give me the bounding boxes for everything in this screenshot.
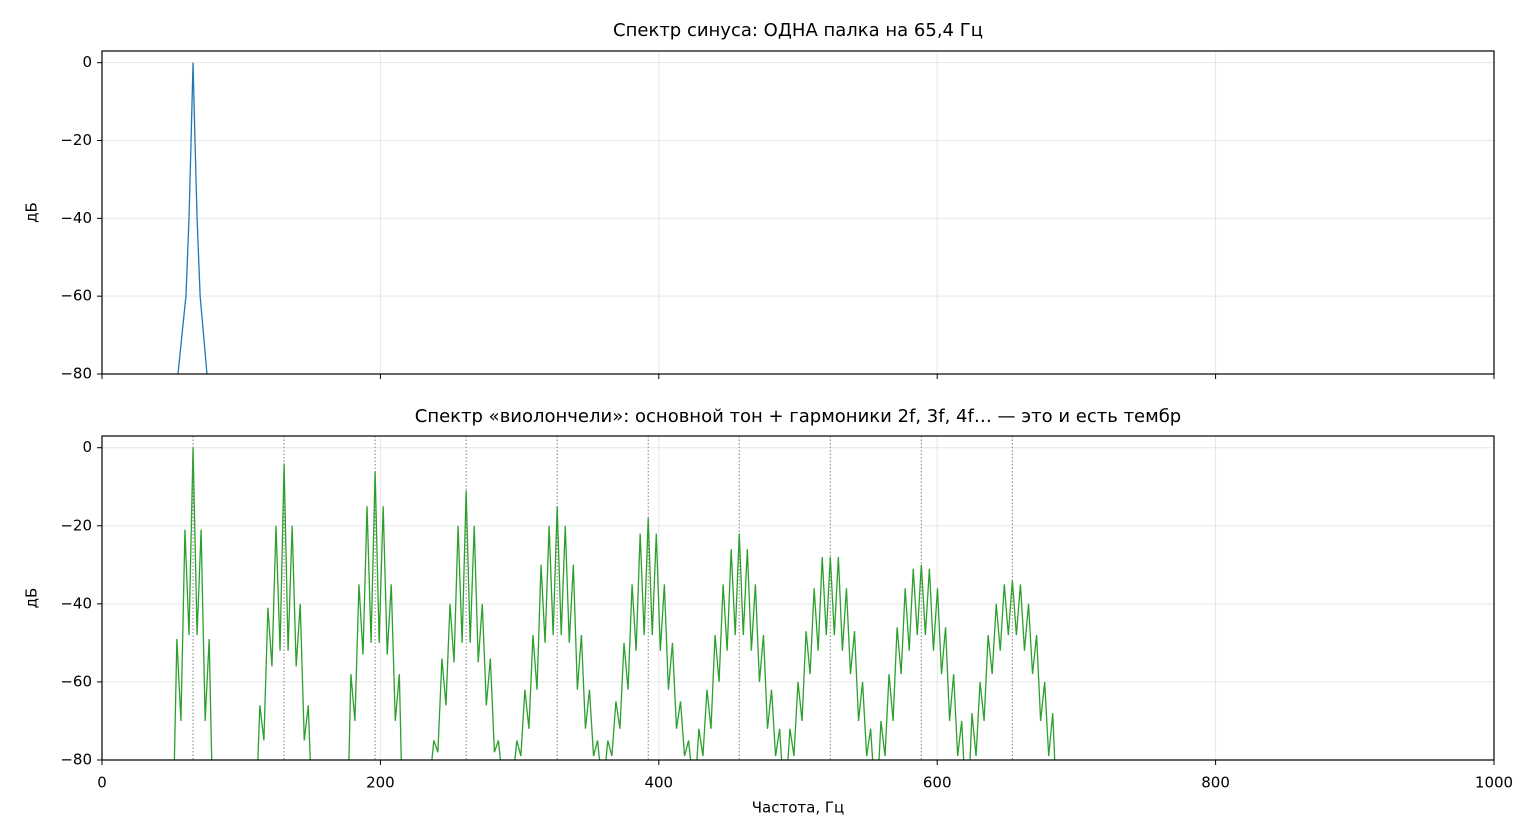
axes-frame [101,50,1495,375]
line-series [177,62,208,374]
y-tick-label: −60 [60,287,92,305]
x-tick-label: 0 [97,774,107,792]
line-series [173,447,1056,760]
y-tick-label: −80 [60,365,92,383]
chart-title: Спектр «виолончели»: основной тон + гарм… [415,406,1181,427]
axes: Спектр «виолончели»: основной тон + гарм… [23,406,1514,817]
x-tick-label: 1000 [1475,774,1513,792]
y-tick-label: −80 [60,751,92,769]
y-axis-label: дБ [23,202,41,223]
y-tick-label: −20 [60,516,92,534]
chart-title: Спектр синуса: ОДНА палка на 65,4 Гц [613,20,983,41]
x-tick-label: 200 [366,774,395,792]
y-tick-label: 0 [82,53,92,71]
y-axis-label: дБ [23,588,41,609]
y-tick-label: −40 [60,209,92,227]
x-tick-label: 600 [923,774,952,792]
y-tick-label: −20 [60,131,92,149]
x-tick-label: 400 [644,774,673,792]
y-tick-label: −40 [60,594,92,612]
y-tick-label: 0 [82,438,92,456]
x-tick-label: 800 [1201,774,1230,792]
y-tick-label: −60 [60,672,92,690]
axes: Спектр синуса: ОДНА палка на 65,4 Гц дБ −8… [23,20,1495,383]
axes-frame [101,435,1495,761]
x-axis-label: Частота, Гц [752,799,844,817]
